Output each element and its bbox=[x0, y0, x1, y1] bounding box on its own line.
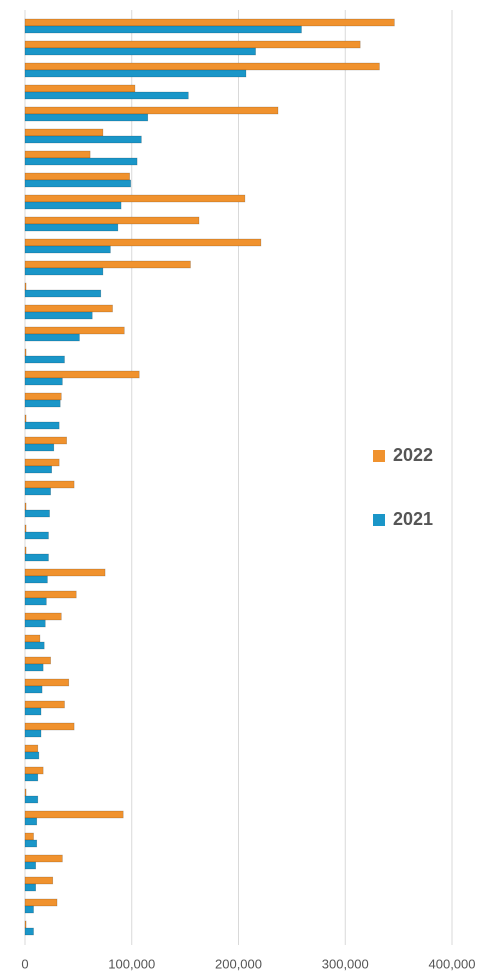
bar bbox=[24, 377, 63, 386]
bar bbox=[24, 509, 50, 518]
bar bbox=[24, 69, 247, 78]
bar bbox=[24, 348, 27, 357]
bar bbox=[24, 223, 119, 232]
bar bbox=[24, 531, 49, 540]
bar bbox=[24, 920, 27, 929]
bar bbox=[24, 546, 27, 555]
bar bbox=[24, 392, 62, 401]
x-tick-label: 200,000 bbox=[215, 956, 262, 971]
bar bbox=[24, 436, 67, 445]
bar bbox=[24, 465, 52, 474]
bar bbox=[24, 289, 102, 298]
bar bbox=[24, 172, 130, 181]
bar bbox=[24, 832, 34, 841]
bar bbox=[24, 135, 142, 144]
bar bbox=[24, 685, 43, 694]
bar bbox=[24, 370, 140, 379]
bar bbox=[24, 25, 302, 34]
bar bbox=[24, 421, 60, 430]
bar bbox=[24, 656, 51, 665]
bar bbox=[24, 553, 49, 562]
bar bbox=[24, 480, 75, 489]
x-tick-label: 100,000 bbox=[108, 956, 155, 971]
bar bbox=[24, 524, 27, 533]
bar bbox=[24, 575, 48, 584]
bar bbox=[24, 282, 27, 291]
bar bbox=[24, 568, 106, 577]
bar bbox=[24, 619, 46, 628]
bar bbox=[24, 40, 361, 49]
bar bbox=[24, 304, 113, 313]
bar bbox=[24, 590, 77, 599]
bar bbox=[24, 62, 380, 71]
bar bbox=[24, 47, 256, 56]
legend-label: 2021 bbox=[393, 509, 433, 529]
legend-swatch bbox=[373, 450, 385, 462]
bar bbox=[24, 84, 136, 93]
bar bbox=[24, 773, 39, 782]
bar bbox=[24, 399, 61, 408]
bar bbox=[24, 898, 58, 907]
bar bbox=[24, 458, 60, 467]
bar bbox=[24, 700, 65, 709]
bar bbox=[24, 817, 38, 826]
bar bbox=[24, 260, 191, 269]
bar bbox=[24, 751, 40, 760]
bar bbox=[24, 634, 41, 643]
bar bbox=[24, 678, 70, 687]
bar bbox=[24, 597, 47, 606]
legend-swatch bbox=[373, 514, 385, 526]
bar bbox=[24, 641, 45, 650]
bar bbox=[24, 267, 104, 276]
bar bbox=[24, 443, 55, 452]
bar bbox=[24, 861, 36, 870]
bar bbox=[24, 707, 42, 716]
bar bbox=[24, 839, 38, 848]
bar bbox=[24, 113, 149, 122]
bar bbox=[24, 883, 36, 892]
bar bbox=[24, 238, 262, 247]
x-tick-label: 0 bbox=[21, 956, 28, 971]
bar bbox=[24, 788, 27, 797]
bar bbox=[24, 810, 124, 819]
bar bbox=[24, 201, 122, 210]
bar bbox=[24, 612, 62, 621]
bar bbox=[24, 333, 80, 342]
bar bbox=[24, 326, 125, 335]
bar bbox=[24, 905, 34, 914]
bar bbox=[24, 876, 54, 885]
bar bbox=[24, 854, 63, 863]
bar bbox=[24, 245, 111, 254]
bar bbox=[24, 18, 395, 27]
bar bbox=[24, 355, 65, 364]
x-tick-label: 300,000 bbox=[322, 956, 369, 971]
bar bbox=[24, 766, 44, 775]
bar bbox=[24, 91, 189, 100]
bar bbox=[24, 487, 51, 496]
bar bbox=[24, 722, 75, 731]
bar bbox=[24, 414, 27, 423]
bar bbox=[24, 179, 131, 188]
bar bbox=[24, 311, 93, 320]
bar bbox=[24, 663, 44, 672]
bar bbox=[24, 729, 42, 738]
bar bbox=[24, 795, 39, 804]
bar bbox=[24, 502, 27, 511]
bar bbox=[24, 150, 91, 159]
bar bbox=[24, 216, 200, 225]
bar bbox=[24, 106, 279, 115]
bar bbox=[24, 194, 246, 203]
bar bbox=[24, 157, 138, 166]
bar bbox=[24, 927, 34, 936]
bar bbox=[24, 744, 39, 753]
legend-label: 2022 bbox=[393, 445, 433, 465]
bar bbox=[24, 128, 104, 137]
x-tick-label: 400,000 bbox=[429, 956, 476, 971]
